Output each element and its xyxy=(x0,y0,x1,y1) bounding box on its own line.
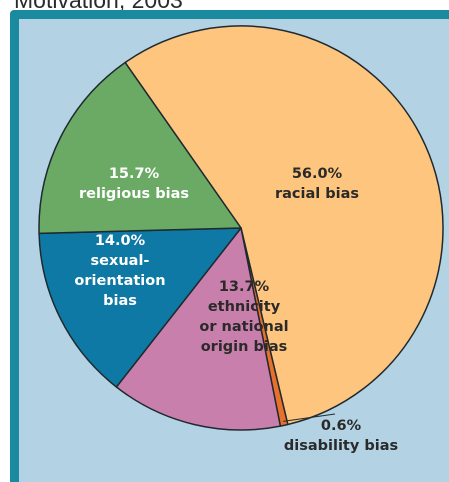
pie-slice-label-4: 15.7% religious bias xyxy=(79,166,189,202)
pie-slice-label-3: 14.0% sexual-orientation bias xyxy=(74,233,165,309)
pie-leader-lines xyxy=(283,413,336,422)
pie-slice-3 xyxy=(38,227,242,388)
pie-slice-4 xyxy=(38,61,242,235)
pie-leader-line-1 xyxy=(283,413,336,422)
chart-title: Motivation, 2003 xyxy=(14,0,183,13)
pie-labels: 56.0% racial bias 0.6% disability bias 13.7%… xyxy=(74,166,398,454)
pie-slice-label-2: 13.7% ethnicity or national origin bias xyxy=(199,279,288,355)
pie-slice-0 xyxy=(124,25,444,426)
pie-slice-label-0: 56.0% racial bias xyxy=(275,166,359,202)
pie-slice-label-1: 0.6% disability bias xyxy=(284,418,398,454)
pie-slice-2 xyxy=(115,227,282,431)
pie-slices xyxy=(38,25,444,431)
